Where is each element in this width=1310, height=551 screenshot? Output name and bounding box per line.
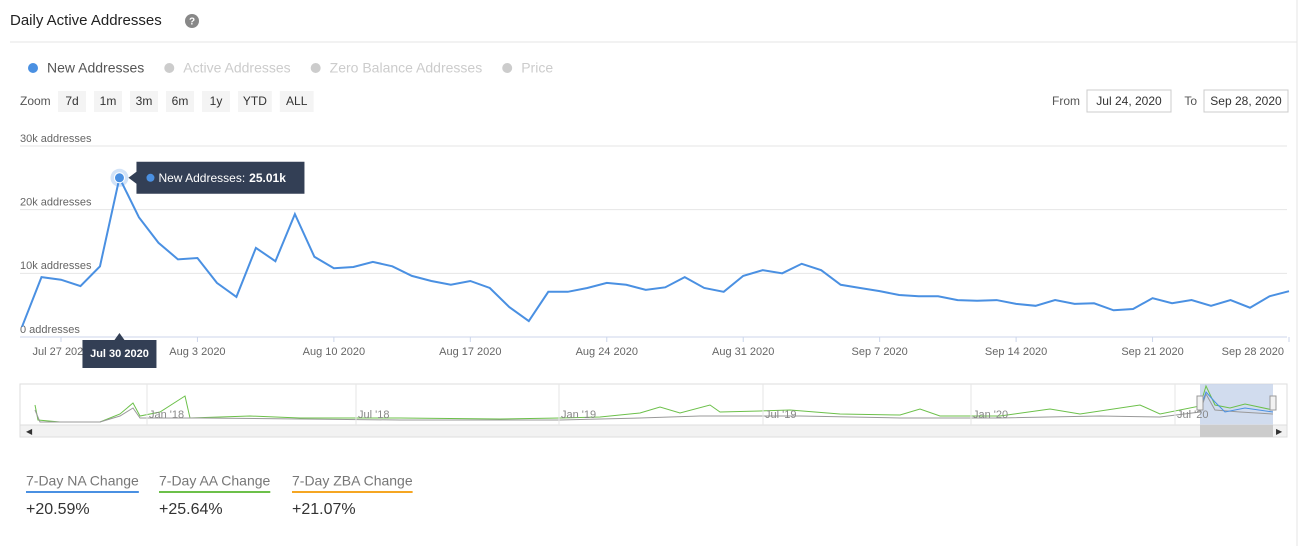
x-tick-label: Sep 28 2020	[1222, 346, 1284, 358]
stat-label: 7-Day NA Change	[26, 473, 139, 489]
navigator[interactable]	[19, 383, 1288, 426]
help-icon[interactable]	[185, 14, 199, 28]
from-label: From	[1052, 94, 1080, 108]
zoom-button-label: 1m	[100, 94, 117, 108]
zoom-button[interactable]	[202, 91, 230, 112]
x-tick-label: Aug 24 2020	[576, 346, 638, 358]
navigator-handle[interactable]	[1196, 395, 1204, 411]
legend-dot[interactable]	[28, 63, 38, 73]
zoom-button[interactable]	[94, 91, 122, 112]
navigator-line	[34, 384, 1274, 423]
help-mark: ?	[189, 17, 195, 28]
navigator-label: Jul '18	[358, 409, 389, 421]
to-value: Sep 28, 2020	[1210, 94, 1282, 108]
legend-label[interactable]: New Addresses	[47, 60, 144, 76]
stat-value: +25.64%	[159, 501, 223, 518]
scroll-right[interactable]: ▶	[1276, 427, 1283, 436]
x-tooltip-label: Jul 30 2020	[90, 348, 149, 360]
tooltip-value: 25.01k	[249, 171, 286, 185]
zoom-button-label: 1y	[210, 94, 223, 108]
legend-dot[interactable]	[502, 63, 513, 73]
scrollbar[interactable]	[19, 424, 1288, 438]
zoom-button[interactable]	[58, 91, 86, 112]
zoom-button[interactable]	[279, 91, 314, 112]
navigator-line	[1199, 391, 1274, 413]
hover-point	[113, 172, 125, 184]
navigator-line	[34, 392, 1274, 423]
zoom-button-label: ALL	[286, 94, 308, 108]
zoom-button-label: 6m	[172, 94, 189, 108]
y-tick-label: 0 addresses	[20, 324, 80, 336]
x-tick-label: Jul 27 2020	[33, 346, 90, 358]
to-input[interactable]	[1203, 89, 1289, 113]
x-tick-label: Sep 21 2020	[1121, 346, 1183, 358]
series-line	[21, 174, 1290, 328]
stat-value: +21.07%	[292, 501, 356, 518]
x-tick-label: Sep 7 2020	[852, 346, 908, 358]
stat-value: +20.59%	[26, 501, 90, 518]
from-value: Jul 24, 2020	[1096, 94, 1162, 108]
zoom-button-label: YTD	[243, 94, 267, 108]
navigator-handle[interactable]	[1269, 395, 1277, 411]
scroll-left[interactable]: ◀	[26, 427, 33, 436]
x-tick-label: Aug 3 2020	[169, 346, 225, 358]
zoom-button-label: 7d	[65, 94, 78, 108]
y-tick-label: 10k addresses	[20, 260, 92, 272]
scrollbar-thumb[interactable]	[1200, 425, 1273, 437]
stat-label: 7-Day AA Change	[159, 473, 271, 489]
tooltip-series: New Addresses:	[158, 171, 245, 185]
stat-label: 7-Day ZBA Change	[292, 473, 413, 489]
to-label: To	[1184, 94, 1197, 108]
legend-label[interactable]: Price	[521, 60, 553, 76]
tooltip-dot	[146, 173, 155, 182]
legend-label[interactable]: Zero Balance Addresses	[330, 60, 483, 76]
x-tick-label: Aug 31 2020	[712, 346, 774, 358]
navigator-label: Jan '20	[973, 409, 1008, 421]
navigator-label: Jan '19	[561, 409, 596, 421]
legend-dot[interactable]	[310, 63, 321, 73]
navigator-selection[interactable]	[1200, 384, 1273, 425]
zoom-button[interactable]	[166, 91, 194, 112]
y-tick-label: 30k addresses	[20, 133, 92, 145]
title: Daily Active Addresses	[10, 12, 162, 29]
zoom-button[interactable]	[130, 91, 158, 112]
navigator-label: Jan '18	[149, 409, 184, 421]
legend-dot[interactable]	[164, 63, 175, 73]
navigator-label: Jul '19	[765, 409, 796, 421]
x-tick-label: Aug 10 2020	[303, 346, 365, 358]
x-tooltip-box	[82, 333, 157, 368]
y-tick-label: 20k addresses	[20, 197, 92, 209]
tooltip-box	[128, 161, 305, 194]
zoom-button[interactable]	[238, 91, 272, 112]
zoom-button-label: 3m	[136, 94, 153, 108]
zoom-label: Zoom	[20, 94, 51, 108]
x-tick-label: Sep 14 2020	[985, 346, 1047, 358]
legend-label[interactable]: Active Addresses	[183, 60, 290, 76]
from-input[interactable]	[1086, 89, 1172, 113]
navigator-label: Jul '20	[1177, 409, 1208, 421]
x-tick-label: Aug 17 2020	[439, 346, 501, 358]
